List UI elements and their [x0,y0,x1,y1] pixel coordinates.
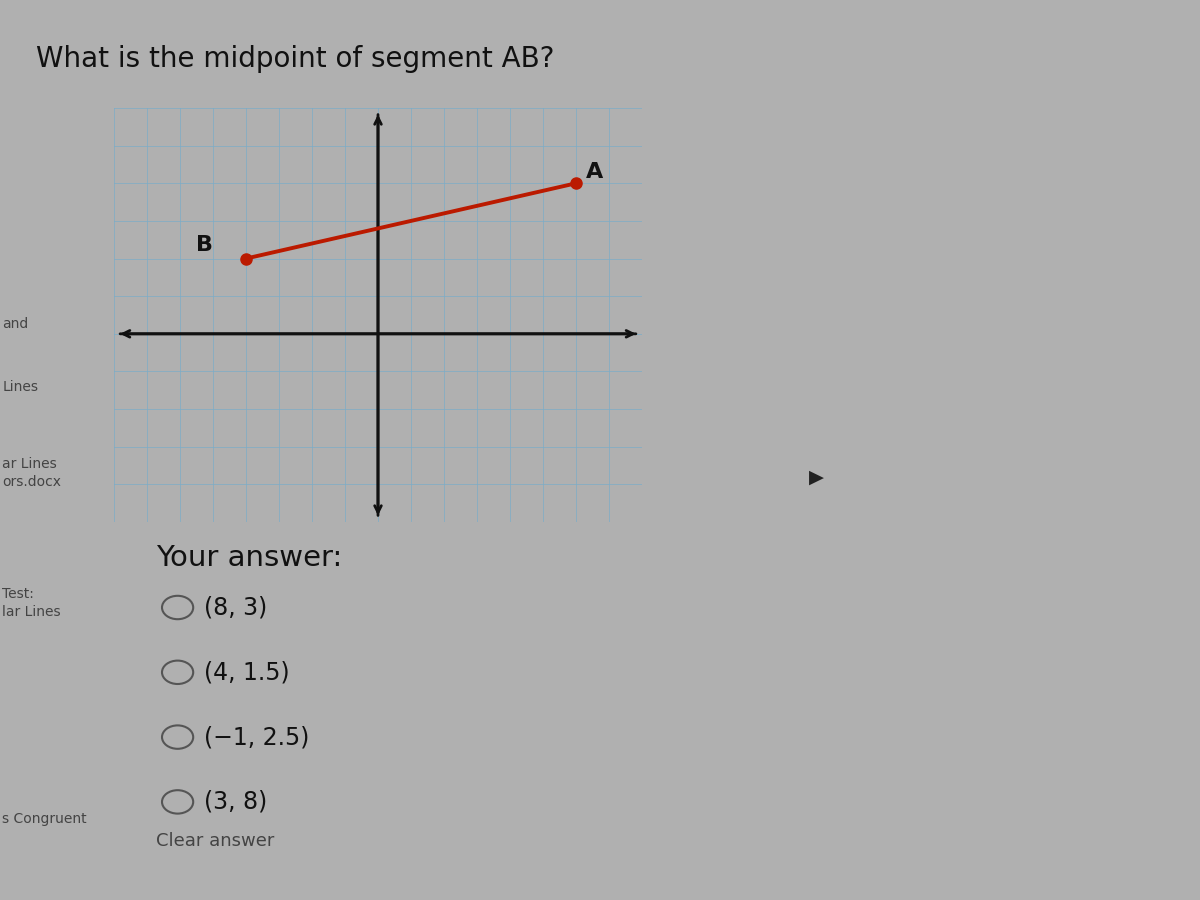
Text: Clear answer: Clear answer [156,832,275,850]
Text: and: and [2,317,29,331]
Text: (8, 3): (8, 3) [204,596,268,619]
Text: A: A [586,162,604,182]
Text: ▶: ▶ [809,467,823,487]
Text: Your answer:: Your answer: [156,544,342,572]
Text: (4, 1.5): (4, 1.5) [204,661,289,684]
Text: s Congruent: s Congruent [2,812,88,826]
Text: (−1, 2.5): (−1, 2.5) [204,725,310,749]
Text: (3, 8): (3, 8) [204,790,268,814]
Text: ar Lines: ar Lines [2,456,58,471]
Text: ors.docx: ors.docx [2,474,61,489]
Text: Test:: Test: [2,587,35,601]
Text: Lines: Lines [2,380,38,394]
Text: What is the midpoint of segment AB?: What is the midpoint of segment AB? [36,45,554,73]
Text: B: B [197,235,214,255]
Text: lar Lines: lar Lines [2,605,61,619]
